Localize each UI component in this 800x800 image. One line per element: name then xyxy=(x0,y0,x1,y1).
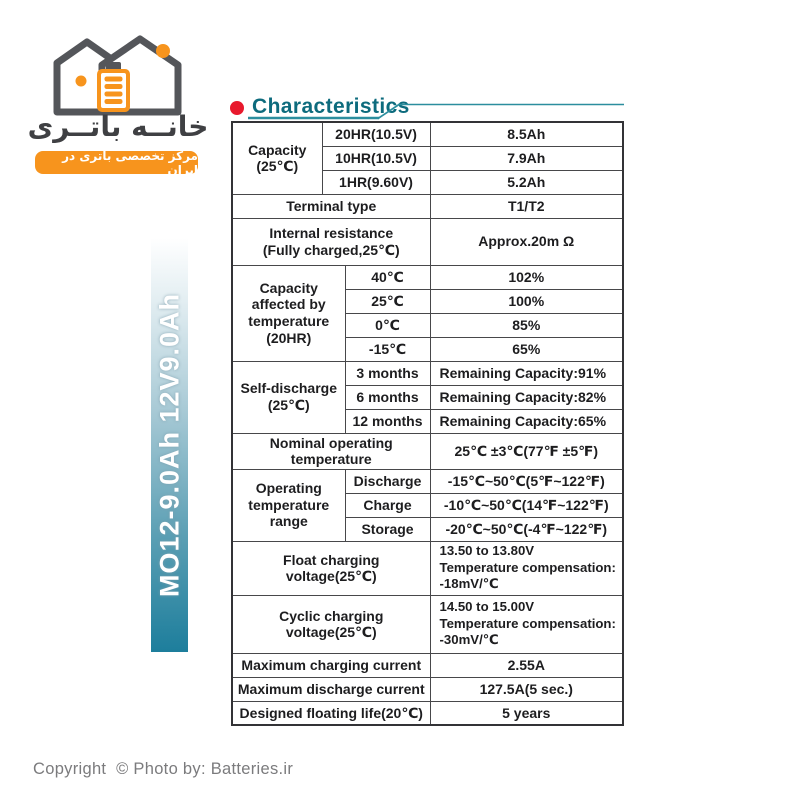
spec-value-cell: 25℃ ±3℃(77℉ ±5℉) xyxy=(429,432,624,470)
table-row: 25℃ 100% xyxy=(232,288,624,314)
spec-condition-cell: -15℃ xyxy=(344,336,431,362)
spec-value-cell: -15℃~50℃(5℉~122℉) xyxy=(429,468,624,494)
spec-value-cell: -20℃~50℃(-4℉~122℉) xyxy=(429,516,624,542)
table-row: Capacity affected by temperature (20HR) … xyxy=(231,264,624,362)
spec-label-cell: Cyclic charging voltage(25℃) xyxy=(231,594,431,654)
spec-value-cell: 14.50 to 15.00V Temperature compensation… xyxy=(429,594,624,654)
spec-condition-cell: Storage xyxy=(344,516,431,542)
spec-condition-cell: Charge xyxy=(344,492,431,518)
spec-condition-cell: 6 months xyxy=(344,384,431,410)
copyright-text: Copyright © Photo by: Batteries.ir xyxy=(33,760,294,778)
spec-value-cell: Approx.20m Ω xyxy=(429,217,624,266)
spec-value-cell: T1/T2 xyxy=(429,193,624,219)
table-row: Terminal type T1/T2 xyxy=(231,193,624,219)
table-row: Capacity (25℃) 20HR(10.5V) 8.5Ah xyxy=(231,121,624,195)
spec-label-cell: Terminal type xyxy=(231,193,431,219)
red-bullet-icon xyxy=(230,101,244,115)
spec-value-cell: 2.55A xyxy=(429,652,624,678)
spec-condition-cell: 25℃ xyxy=(344,288,431,314)
spec-label-cell: Internal resistance (Fully charged,25℃) xyxy=(231,217,431,266)
model-banner: MO12-9.0Ah 12V9.0Ah xyxy=(151,238,188,652)
spec-value-cell: 7.9Ah xyxy=(429,145,624,171)
spec-value-cell: 127.5A(5 sec.) xyxy=(429,676,624,702)
table-row: 0℃ 85% xyxy=(232,312,624,338)
logo: خانــه باتــری مرکز تخصصی باتری در ایران xyxy=(0,0,230,200)
spec-label-cell: Capacity affected by temperature (20HR) xyxy=(231,264,346,362)
spec-value-cell: Remaining Capacity:91% xyxy=(429,360,624,386)
table-row: Charge -10℃~50℃(14℉~122℉) xyxy=(232,492,624,518)
logo-subtitle: مرکز تخصصی باتری در ایران xyxy=(62,148,198,177)
spec-condition-cell: 20HR(10.5V) xyxy=(321,121,431,147)
orange-dot-icon xyxy=(156,44,170,58)
table-row: Maximum charging current 2.55A xyxy=(231,652,624,678)
spec-condition-cell: 0℃ xyxy=(344,312,431,338)
table-row: 12 months Remaining Capacity:65% xyxy=(232,408,624,434)
table-row: Internal resistance (Fully charged,25℃) … xyxy=(231,217,624,266)
table-row: Nominal operating temperature 25℃ ±3℃(77… xyxy=(231,432,624,470)
battery-house-icon xyxy=(53,35,182,116)
spec-condition-cell: 12 months xyxy=(344,408,431,434)
table-row: Cyclic charging voltage(25℃) 14.50 to 15… xyxy=(231,594,624,654)
spec-label-cell: Self-discharge (25℃) xyxy=(231,360,346,434)
spec-value-cell: Remaining Capacity:82% xyxy=(429,384,624,410)
table-row: Operating temperature range Discharge -1… xyxy=(231,468,624,542)
spec-value-cell: 8.5Ah xyxy=(429,121,624,147)
logo-title: خانــه باتــری xyxy=(27,110,209,143)
spec-value-cell: 102% xyxy=(429,264,624,290)
spec-label-cell: Maximum charging current xyxy=(231,652,431,678)
table-row: 10HR(10.5V) 7.9Ah xyxy=(232,145,624,171)
spec-label-cell: Operating temperature range xyxy=(231,468,346,542)
table-row: Self-discharge (25℃) 3 months Remaining … xyxy=(231,360,624,434)
characteristics-table: Capacity (25℃) 20HR(10.5V) 8.5Ah 10HR(10… xyxy=(231,121,625,727)
spec-condition-cell: 3 months xyxy=(344,360,431,386)
spec-label-cell: Float charging voltage(25℃) xyxy=(231,540,431,596)
spec-label-cell: Capacity (25℃) xyxy=(231,121,323,195)
spec-value-cell: 100% xyxy=(429,288,624,314)
spec-label-cell: Designed floating life(20℃) xyxy=(231,700,431,726)
header-underline-rule xyxy=(248,103,624,120)
spec-condition-cell: 1HR(9.60V) xyxy=(321,169,431,195)
table-row: Float charging voltage(25℃) 13.50 to 13.… xyxy=(231,540,624,596)
spec-value-cell: 13.50 to 13.80V Temperature compensation… xyxy=(429,540,624,596)
spec-value-cell: -10℃~50℃(14℉~122℉) xyxy=(429,492,624,518)
spec-value-cell: 65% xyxy=(429,336,624,362)
spec-value-cell: 5.2Ah xyxy=(429,169,624,195)
spec-label-cell: Nominal operating temperature xyxy=(231,432,431,470)
spec-condition-cell: Discharge xyxy=(344,468,431,494)
spec-value-cell: Remaining Capacity:65% xyxy=(429,408,624,434)
spec-value-cell: 5 years xyxy=(429,700,624,726)
orange-dot-icon xyxy=(75,75,87,87)
model-number: MO12-9.0Ah 12V9.0Ah xyxy=(154,292,184,598)
logo-subtitle-badge: مرکز تخصصی باتری در ایران xyxy=(35,148,198,177)
spec-label-cell: Maximum discharge current xyxy=(231,676,431,702)
spec-condition-cell: 10HR(10.5V) xyxy=(321,145,431,171)
spec-value-cell: 85% xyxy=(429,312,624,338)
battery-cap-icon xyxy=(106,62,121,71)
section-title: Characteristics xyxy=(252,95,410,118)
table-row: 6 months Remaining Capacity:82% xyxy=(232,384,624,410)
spec-condition-cell: 40℃ xyxy=(344,264,431,290)
table-row: Maximum discharge current 127.5A(5 sec.) xyxy=(231,676,624,702)
table-row: Designed floating life(20℃) 5 years xyxy=(231,700,624,726)
